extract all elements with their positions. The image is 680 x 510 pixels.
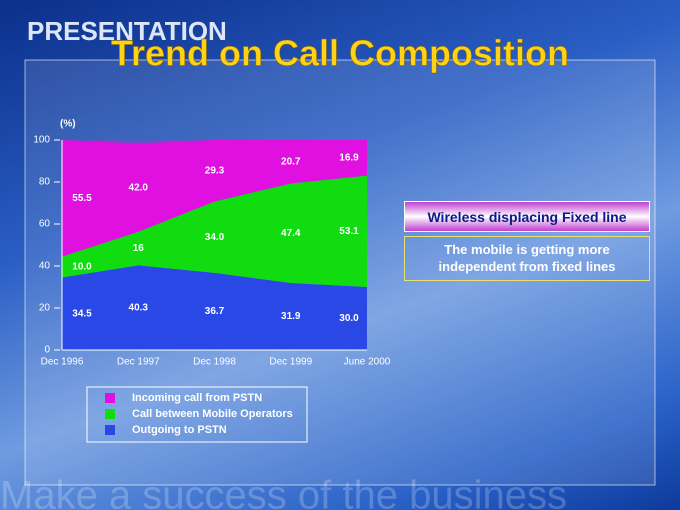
x-tick-label: Dec 1999 — [269, 357, 312, 368]
chart: 0 20 40 60 80 100 Dec 1996 Dec 1997 Dec 1998 Dec … — [33, 135, 390, 436]
chart-title: Trend on Call Composition — [111, 33, 569, 74]
y-tick-label: 60 — [39, 219, 51, 230]
x-tick-label: Dec 1997 — [117, 357, 160, 368]
y-axis-label: (%) — [60, 119, 76, 130]
data-label: 40.3 — [129, 302, 149, 313]
data-label: 34.5 — [72, 308, 92, 319]
legend-swatch — [105, 409, 115, 419]
x-tick-label: Dec 1996 — [41, 357, 84, 368]
y-tick-label: 40 — [39, 261, 51, 272]
header: PRESENTATION — [27, 16, 227, 46]
data-label: 36.7 — [205, 306, 225, 317]
legend-label: Incoming call from PSTN — [132, 392, 262, 404]
x-tick-label: June 2000 — [344, 357, 391, 368]
data-label: 20.7 — [281, 156, 301, 167]
watermark: Make a success of the business — [0, 474, 567, 510]
data-label: 16.9 — [339, 152, 359, 163]
data-label: 29.3 — [205, 165, 225, 176]
data-label: 34.0 — [205, 232, 225, 243]
legend-label: Call between Mobile Operators — [132, 408, 293, 420]
callout: The mobile is getting more independent f… — [404, 236, 650, 281]
y-tick-label: 80 — [39, 177, 51, 188]
y-tick-label: 100 — [33, 135, 50, 146]
y-tick-label: 0 — [44, 345, 50, 356]
data-label: 47.4 — [281, 228, 301, 239]
data-label: 55.5 — [72, 193, 92, 204]
data-label: 30.0 — [339, 313, 359, 324]
area — [62, 175, 367, 287]
legend-label: Outgoing to PSTN — [132, 424, 227, 436]
area — [62, 140, 367, 257]
legend-swatch — [105, 393, 115, 403]
x-tick-label: Dec 1998 — [193, 357, 236, 368]
data-label: 16 — [133, 243, 145, 254]
data-label: 53.1 — [339, 226, 359, 237]
y-tick-label: 20 — [39, 303, 51, 314]
legend-swatch — [105, 425, 115, 435]
callout: Wireless displacing Fixed line — [404, 201, 650, 232]
legend-box — [86, 386, 308, 443]
data-label: 10.0 — [72, 262, 92, 273]
area — [62, 265, 367, 350]
data-label: 31.9 — [281, 311, 301, 322]
data-label: 42.0 — [129, 182, 149, 193]
